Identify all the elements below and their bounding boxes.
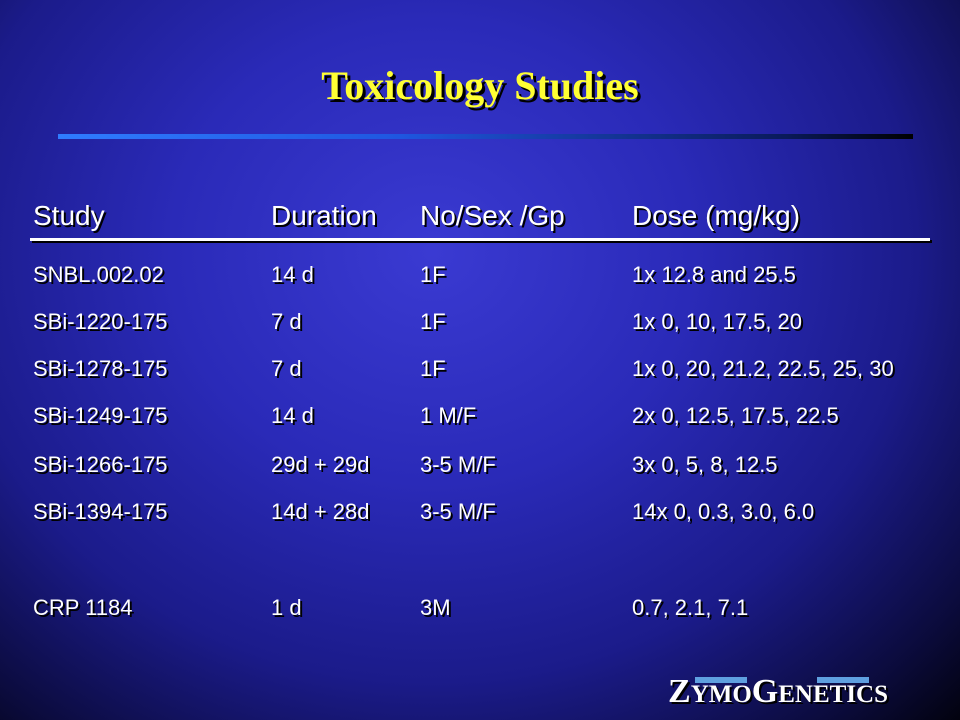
cell-study: SBi-1266-175 — [33, 452, 168, 477]
cell-no-sex-gp: 1F — [420, 309, 446, 334]
slide-title: Toxicology Studies — [321, 63, 639, 108]
cell-duration: 14d + 28d — [271, 499, 370, 524]
cell-study: SBi-1220-175 — [33, 309, 168, 334]
cell-study: SBi-1249-175 — [33, 403, 168, 428]
cell-duration: 7 d — [271, 356, 302, 381]
cell-study: SNBL.002.02 — [33, 262, 164, 287]
header-no-sex-gp: No/Sex /Gp — [420, 200, 565, 231]
cell-no-sex-gp: 3M — [420, 595, 451, 620]
cell-no-sex-gp: 1F — [420, 356, 446, 381]
cell-duration: 14 d — [271, 262, 314, 287]
header-study: Study — [33, 200, 105, 231]
cell-duration: 7 d — [271, 309, 302, 334]
cell-study: CRP 1184 — [33, 595, 133, 620]
cell-duration: 29d + 29d — [271, 452, 370, 477]
table-row: SBi-1278-175 7 d 1F 1x 0, 20, 21.2, 22.5… — [0, 356, 960, 392]
cell-no-sex-gp: 3-5 M/F — [420, 499, 496, 524]
cell-dose: 14x 0, 0.3, 3.0, 6.0 — [632, 499, 815, 524]
header-rule — [30, 238, 930, 241]
table-row: SBi-1394-175 14d + 28d 3-5 M/F 14x 0, 0.… — [0, 499, 960, 535]
cell-dose: 0.7, 2.1, 7.1 — [632, 595, 749, 620]
table-row: SBi-1220-175 7 d 1F 1x 0, 10, 17.5, 20 — [0, 309, 960, 345]
logo-bar-left — [695, 677, 747, 683]
cell-duration: 1 d — [271, 595, 302, 620]
cell-dose: 1x 0, 20, 21.2, 22.5, 25, 30 — [632, 356, 894, 381]
cell-dose: 2x 0, 12.5, 17.5, 22.5 — [632, 403, 839, 428]
cell-no-sex-gp: 1F — [420, 262, 446, 287]
cell-dose: 1x 12.8 and 25.5 — [632, 262, 796, 287]
table-row: CRP 1184 1 d 3M 0.7, 2.1, 7.1 — [0, 595, 960, 631]
cell-dose: 3x 0, 5, 8, 12.5 — [632, 452, 778, 477]
logo-bar-right — [817, 677, 869, 683]
table-row: SNBL.002.02 14 d 1F 1x 12.8 and 25.5 — [0, 262, 960, 298]
cell-study: SBi-1394-175 — [33, 499, 168, 524]
zymogenetics-logo: ZYMOGENETICS — [668, 673, 889, 710]
cell-study: SBi-1278-175 — [33, 356, 168, 381]
table-row: SBi-1249-175 14 d 1 M/F 2x 0, 12.5, 17.5… — [0, 403, 960, 439]
title-underline — [58, 134, 913, 139]
table-header: Study Duration No/Sex /Gp Dose (mg/kg) — [0, 200, 960, 236]
cell-no-sex-gp: 3-5 M/F — [420, 452, 496, 477]
cell-dose: 1x 0, 10, 17.5, 20 — [632, 309, 803, 334]
header-duration: Duration — [271, 200, 377, 231]
header-dose: Dose (mg/kg) — [632, 200, 801, 231]
cell-no-sex-gp: 1 M/F — [420, 403, 477, 428]
cell-duration: 14 d — [271, 403, 314, 428]
table-row: SBi-1266-175 29d + 29d 3-5 M/F 3x 0, 5, … — [0, 452, 960, 488]
